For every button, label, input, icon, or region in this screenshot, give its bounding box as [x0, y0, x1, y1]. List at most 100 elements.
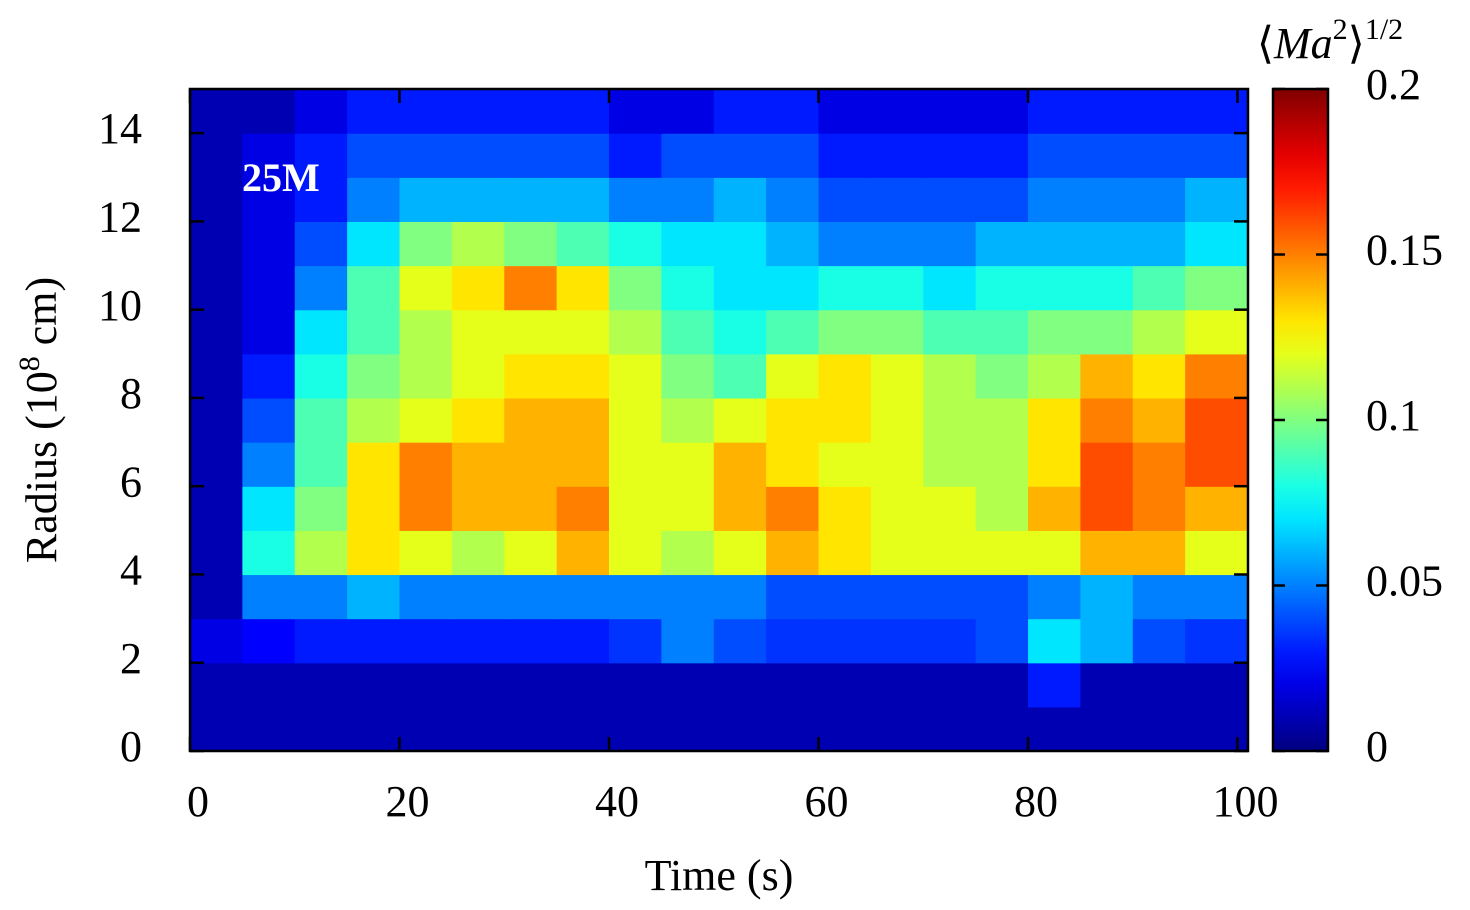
heat-cell: [399, 618, 453, 664]
heat-cell: [818, 486, 872, 531]
heat-cell: [1028, 662, 1081, 708]
heat-cell: [556, 309, 610, 355]
heat-cell: [870, 177, 924, 222]
heat-cell: [1132, 530, 1186, 576]
heat-cell: [556, 486, 610, 531]
heat-cell: [818, 221, 872, 267]
heat-cell: [609, 662, 662, 708]
heat-cell: [556, 133, 610, 178]
heat-cell: [451, 353, 505, 399]
heat-cell: [556, 265, 610, 311]
heat-cell: [1185, 706, 1249, 752]
heat-cell: [975, 574, 1029, 620]
heat-cell: [451, 618, 505, 664]
heat-cell: [399, 574, 453, 620]
heat-cell: [1132, 397, 1186, 443]
x-tick-label: 40: [595, 777, 639, 826]
cb-label-sup: 2: [1333, 13, 1348, 46]
heat-cell: [766, 133, 820, 178]
heat-cell: [661, 265, 715, 311]
heat-cell: [818, 442, 872, 487]
heat-cell: [870, 221, 924, 267]
heat-cell: [923, 574, 977, 620]
heat-cell: [923, 442, 977, 487]
y-tick-label: 8: [120, 369, 142, 418]
heat-cell: [923, 89, 977, 134]
cb-label-part: ⟨: [1257, 19, 1274, 68]
heat-cell: [294, 353, 348, 399]
heat-cell: [870, 265, 924, 311]
y-tick-label: 2: [120, 634, 142, 683]
heat-cell: [1185, 309, 1249, 355]
overlay: 0 20 40 60 80 100 0 2 4 6 8 10 12 14 0 0.05 0.1 0.15 0.2: [98, 60, 1443, 826]
y-axis-label: Radius (108 cm): [13, 277, 66, 563]
y-tick-label: 14: [98, 104, 142, 153]
heat-cell: [347, 133, 401, 178]
heat-cell: [190, 530, 243, 576]
heat-cell: [818, 265, 872, 311]
heat-cell: [713, 662, 767, 708]
heat-cell: [399, 397, 453, 443]
heat-cell: [399, 265, 453, 311]
y-tick-label: 12: [98, 192, 142, 241]
heat-cell: [242, 397, 296, 443]
heat-cell: [1028, 89, 1081, 134]
heat-cell: [713, 706, 767, 752]
heat-cell: [556, 442, 610, 487]
heat-cell: [190, 618, 243, 664]
heat-cell: [661, 177, 715, 222]
heat-cell: [399, 530, 453, 576]
heat-cell: [818, 618, 872, 664]
heat-cell: [242, 662, 296, 708]
heat-cell: [975, 265, 1029, 311]
heat-cell: [1132, 221, 1186, 267]
heat-cell: [399, 221, 453, 267]
heat-cell: [1185, 618, 1249, 664]
cb-label-part: Ma: [1273, 19, 1333, 68]
heat-cell: [347, 574, 401, 620]
heat-cell: [1185, 221, 1249, 267]
heat-cell: [242, 530, 296, 576]
heat-cell: [766, 177, 820, 222]
heat-cell: [1080, 706, 1134, 752]
heat-cell: [1080, 486, 1134, 531]
heat-cell: [451, 89, 505, 134]
heat-cell: [504, 706, 558, 752]
heat-cell: [609, 618, 662, 664]
heat-cell: [556, 618, 610, 664]
heat-cell: [556, 353, 610, 399]
y-tick-label: 4: [120, 546, 142, 595]
heat-cell: [399, 442, 453, 487]
heat-cell: [1185, 397, 1249, 443]
heat-cell: [609, 706, 662, 752]
heat-cell: [1080, 133, 1134, 178]
heat-cell: [399, 706, 453, 752]
heat-cell: [1185, 530, 1249, 576]
heat-cell: [870, 618, 924, 664]
heat-cell: [661, 353, 715, 399]
heat-cell: [242, 177, 296, 222]
heat-cell: [190, 265, 243, 311]
colorbar-tick-label: 0: [1366, 722, 1388, 771]
heat-cell: [818, 662, 872, 708]
heat-cell: [504, 89, 558, 134]
heat-cell: [451, 397, 505, 443]
heat-cell: [451, 530, 505, 576]
heat-cell: [713, 133, 767, 178]
heat-cell: [294, 177, 348, 222]
heat-cell: [975, 442, 1029, 487]
heat-cell: [870, 353, 924, 399]
heat-cell: [609, 397, 662, 443]
heat-cell: [504, 442, 558, 487]
heat-cell: [242, 486, 296, 531]
y-label-sup: 8: [13, 356, 46, 371]
heat-cell: [347, 618, 401, 664]
heat-cell: [818, 397, 872, 443]
y-tick-label: 6: [120, 457, 142, 506]
heat-cell: [556, 530, 610, 576]
heat-cell: [609, 177, 662, 222]
heat-cell: [661, 486, 715, 531]
heat-cell: [923, 177, 977, 222]
heat-cell: [766, 706, 820, 752]
